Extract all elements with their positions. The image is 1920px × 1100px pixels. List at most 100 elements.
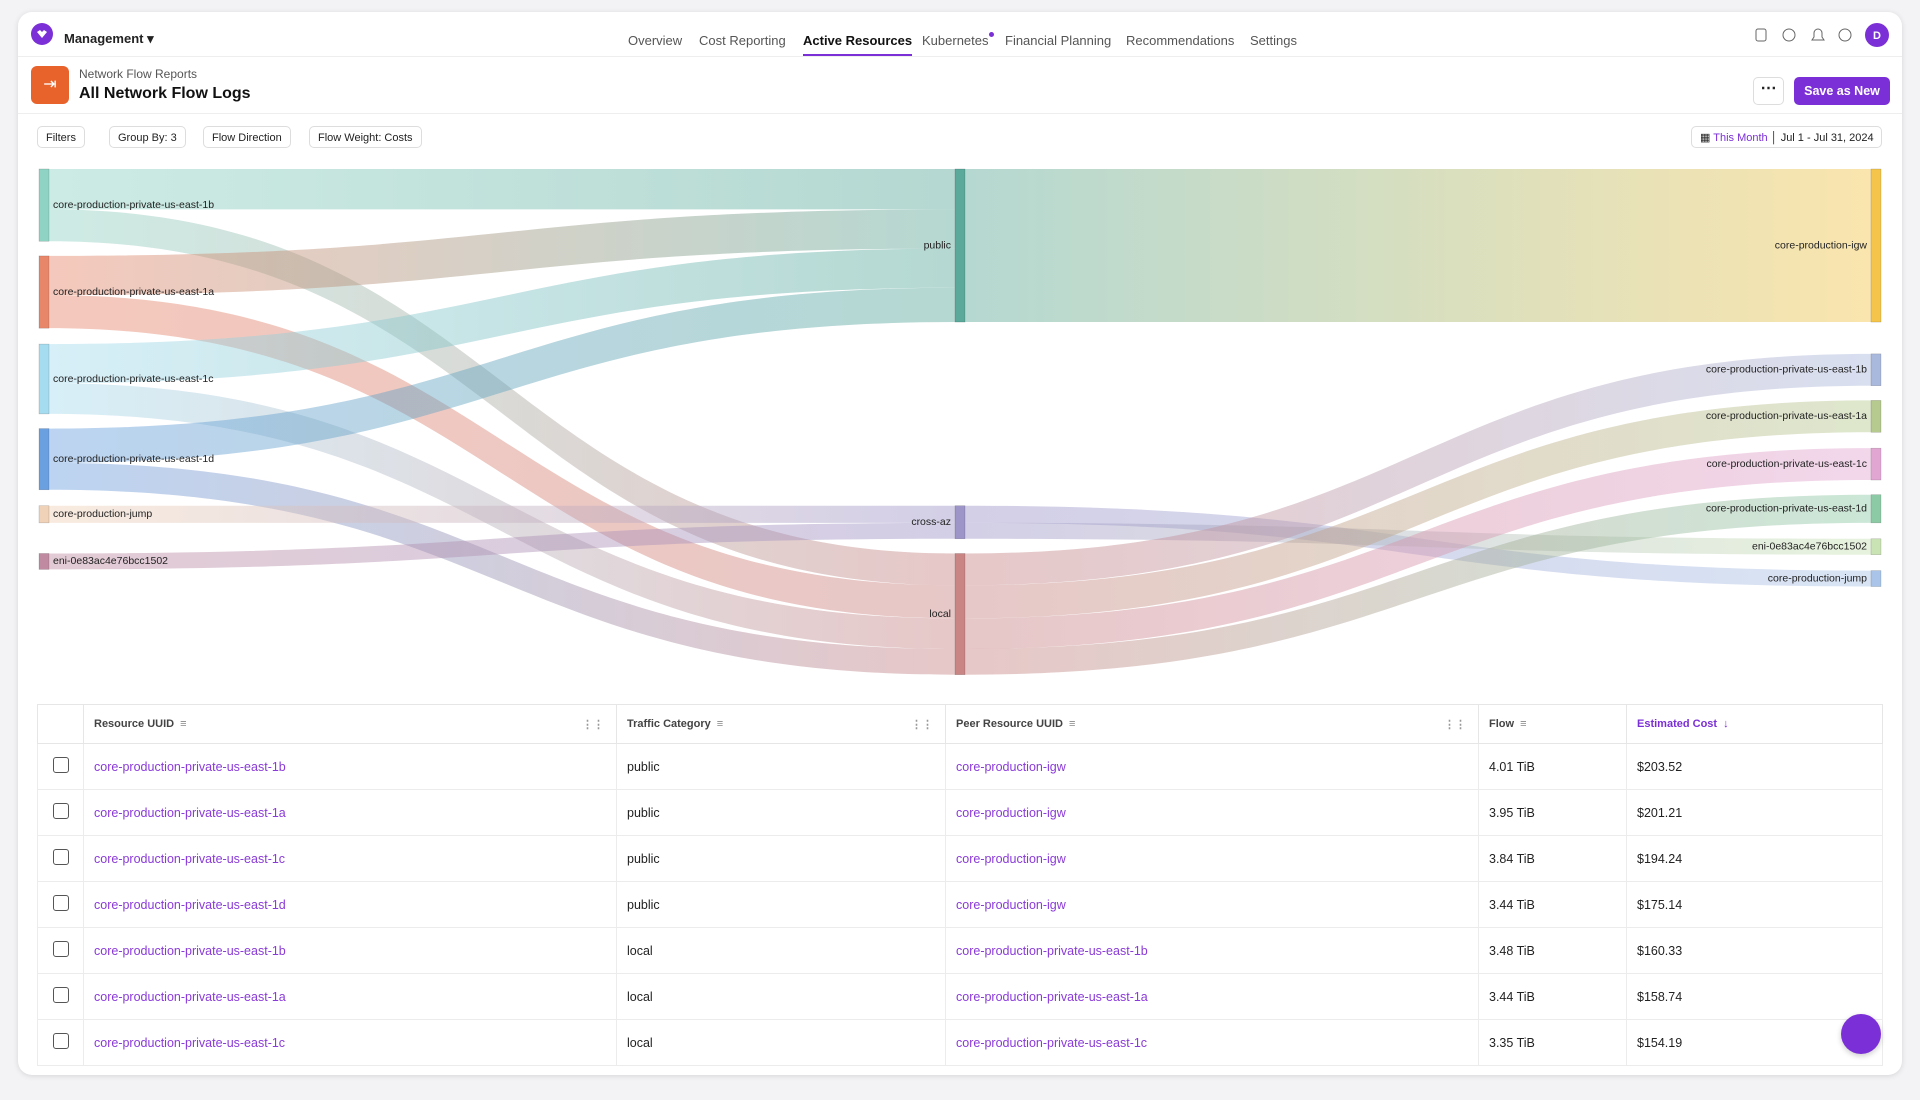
sankey-diagram: core-production-private-us-east-1b core-p… [38, 168, 1882, 675]
sankey-node [1870, 494, 1882, 524]
resource-link[interactable]: core-production-igw [945, 743, 1479, 790]
nav-tab[interactable]: Kubernetes [922, 33, 989, 48]
table-cell: 3.95 TiB [1478, 789, 1627, 836]
table-cell: 3.44 TiB [1478, 881, 1627, 928]
avatar-initial: D [1873, 30, 1881, 42]
sankey-link [965, 400, 1871, 619]
table-cell: $154.19 [1626, 1019, 1883, 1066]
sankey-link [49, 295, 955, 619]
sort-icon: ≡ [180, 718, 187, 730]
resource-link[interactable]: core-production-private-us-east-1b [945, 927, 1479, 974]
help-icon[interactable] [1782, 28, 1796, 42]
sankey-node [1870, 400, 1882, 433]
nav-tab[interactable]: Financial Planning [1005, 33, 1112, 48]
resource-link[interactable]: core-production-private-us-east-1d [83, 881, 617, 928]
table-cell: local [616, 973, 946, 1020]
filter-button[interactable]: Filters [37, 126, 85, 148]
filter-button[interactable]: Group By: 3 [109, 126, 186, 148]
sankey-node [38, 553, 50, 570]
table-cell: $158.74 [1626, 973, 1883, 1020]
column-header[interactable]: Estimated Cost ↓ [1626, 704, 1883, 744]
workspace-switcher[interactable]: Management ▾ [64, 31, 154, 46]
resource-link[interactable]: core-production-private-us-east-1a [945, 973, 1479, 1020]
nav-tab[interactable]: Overview [628, 33, 683, 48]
sankey-node-label: eni-0e83ac4e76bcc1502 [53, 555, 168, 567]
table-row: core-production-private-us-east-1c local c… [37, 1019, 1883, 1066]
divider [18, 113, 1902, 114]
column-title: Peer Resource UUID [956, 718, 1063, 730]
sankey-node-label: core-production-private-us-east-1a [1706, 410, 1867, 422]
column-title: Traffic Category [627, 718, 711, 730]
select-header [37, 704, 84, 744]
table-cell: 4.01 TiB [1478, 743, 1627, 790]
column-header[interactable]: Peer Resource UUID ≡ ⋮⋮ [945, 704, 1479, 744]
notification-dot [989, 32, 994, 37]
add-icon[interactable] [1838, 28, 1852, 42]
docs-icon[interactable] [1755, 28, 1767, 42]
table-cell: public [616, 789, 946, 836]
nav-tab[interactable]: Cost Reporting [699, 33, 786, 48]
details-icon[interactable] [52, 757, 69, 773]
table-row: core-production-private-us-east-1b public… [37, 743, 1883, 790]
sankey-node-label: core-production-private-us-east-1a [53, 286, 214, 298]
resource-link[interactable]: core-production-igw [945, 835, 1479, 882]
sankey-node [954, 505, 966, 540]
chat-button[interactable] [1841, 1014, 1881, 1054]
table-row: core-production-private-us-east-1b local c… [37, 927, 1883, 974]
resource-link[interactable]: core-production-igw [945, 789, 1479, 836]
resource-link[interactable]: core-production-private-us-east-1b [83, 743, 617, 790]
table-cell: 3.84 TiB [1478, 835, 1627, 882]
resource-link[interactable]: core-production-private-us-east-1c [945, 1019, 1479, 1066]
date-picker[interactable]: ▦ This Month │ Jul 1 - Jul 31, 2024 [1691, 126, 1882, 148]
sankey-node [38, 505, 50, 524]
sankey-link [965, 353, 1871, 586]
table-cell: $175.14 [1626, 881, 1883, 928]
row-action [37, 835, 84, 882]
resource-link[interactable]: core-production-private-us-east-1b [83, 927, 617, 974]
sankey-link [965, 494, 1871, 675]
sort-desc-icon: ↓ [1723, 718, 1729, 730]
sankey-node-label: core-production-private-us-east-1b [53, 199, 214, 211]
avatar[interactable] [1865, 23, 1889, 47]
nav-tab[interactable]: Active Resources [803, 33, 913, 48]
resource-link[interactable]: core-production-private-us-east-1c [83, 835, 617, 882]
row-action [37, 789, 84, 836]
more-button[interactable]: ⋯ [1753, 77, 1784, 105]
filter-button[interactable]: Flow Weight: Costs [309, 126, 422, 148]
details-icon[interactable] [52, 803, 69, 819]
column-header[interactable]: Traffic Category ≡ ⋮⋮ [616, 704, 946, 744]
drag-handle[interactable]: ⋮⋮ [1444, 719, 1466, 731]
sankey-node-label: cross-az [911, 516, 951, 528]
save-button[interactable]: Save as New [1794, 77, 1890, 105]
column-header[interactable]: Flow ≡ [1478, 704, 1627, 744]
details-icon[interactable] [52, 1033, 69, 1049]
bell-icon[interactable] [1811, 28, 1825, 41]
nav-tab[interactable]: Recommendations [1126, 33, 1235, 48]
column-title: Resource UUID [94, 718, 175, 730]
resource-link[interactable]: core-production-igw [945, 881, 1479, 928]
drag-handle[interactable]: ⋮⋮ [582, 719, 604, 731]
table-row: core-production-private-us-east-1d public… [37, 881, 1883, 928]
sankey-node-label: eni-0e83ac4e76bcc1502 [1752, 541, 1867, 553]
row-action [37, 1019, 84, 1066]
row-action [37, 927, 84, 974]
sankey-node-label: core-production-private-us-east-1c [53, 373, 213, 385]
resource-link[interactable]: core-production-private-us-east-1a [83, 973, 617, 1020]
sankey-link [49, 168, 955, 210]
column-header[interactable]: Resource UUID ≡ ⋮⋮ [83, 704, 617, 744]
details-icon[interactable] [52, 849, 69, 865]
sankey-node [1870, 570, 1882, 587]
resource-link[interactable]: core-production-private-us-east-1a [83, 789, 617, 836]
details-icon[interactable] [52, 987, 69, 1003]
breadcrumb[interactable]: Network Flow Reports [79, 67, 198, 81]
filter-button[interactable]: Flow Direction [203, 126, 291, 148]
logo[interactable] [30, 22, 54, 46]
nav-tab[interactable]: Settings [1250, 33, 1297, 48]
drag-handle[interactable]: ⋮⋮ [911, 719, 933, 731]
details-icon[interactable] [52, 941, 69, 957]
resource-link[interactable]: core-production-private-us-east-1c [83, 1019, 617, 1066]
data-table: Resource UUID ≡ ⋮⋮ Traffic Category ≡ ⋮⋮ Peer … [37, 704, 1883, 1066]
details-icon[interactable] [52, 895, 69, 911]
column-title: Estimated Cost [1637, 718, 1718, 730]
